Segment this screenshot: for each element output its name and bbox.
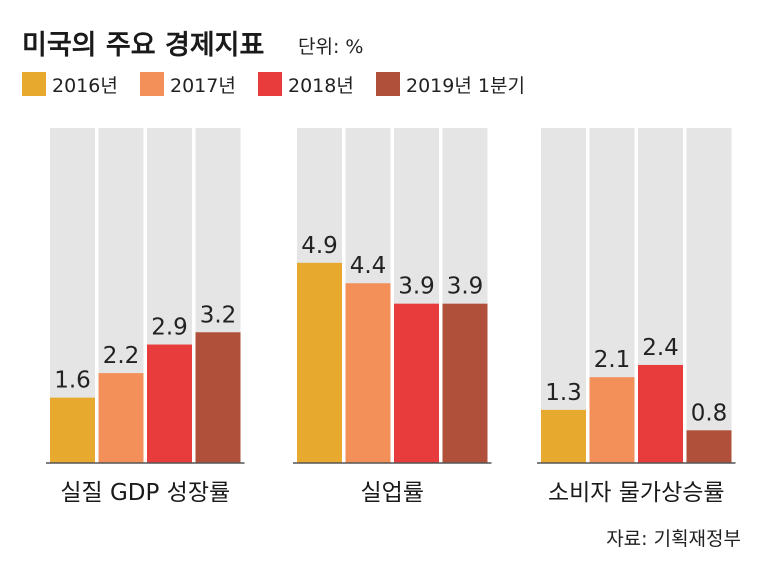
unit-label: 단위: %	[298, 36, 363, 58]
category-label: 소비자 물가상승률	[548, 480, 725, 506]
category-label: 실질 GDP 성장률	[60, 480, 230, 506]
data-label: 2.4	[642, 335, 679, 361]
legend-item: 2019년 1분기	[376, 72, 525, 97]
bar	[541, 409, 586, 463]
legend-item: 2018년	[258, 72, 354, 97]
data-label: 3.2	[200, 302, 237, 328]
legend-swatch	[258, 72, 282, 96]
legend-swatch	[376, 72, 400, 96]
category-label: 실업률	[361, 480, 424, 506]
chart-title: 미국의 주요 경제지표	[22, 30, 264, 61]
data-label: 1.3	[545, 380, 582, 406]
legend-label: 2016년	[52, 75, 118, 97]
bar-group: 4.9 4.4 3.9 3.9 실업률	[293, 128, 492, 506]
bar-groups: 1.6 2.2 2.9 3.2 실질 GDP 성장률 4.9 4.4 3.9 3.9 실업률 1.3…	[46, 128, 736, 506]
bar	[589, 377, 635, 463]
bar	[686, 430, 732, 463]
source-label: 자료: 기획재정부	[606, 528, 741, 550]
bar-background	[686, 128, 732, 463]
data-label: 0.8	[691, 400, 728, 426]
bar	[50, 397, 95, 463]
legend-label: 2019년 1분기	[406, 75, 525, 97]
bar-group: 1.3 2.1 2.4 0.8 소비자 물가상승률	[537, 128, 736, 506]
legend-swatch	[140, 72, 164, 96]
bar	[98, 373, 144, 463]
legend: 2016년 2017년 2018년 2019년 1분기	[22, 72, 525, 97]
bar	[195, 332, 241, 463]
legend-label: 2018년	[288, 75, 354, 97]
data-label: 3.9	[398, 274, 435, 300]
legend-swatch	[22, 72, 46, 96]
bar	[638, 364, 683, 463]
data-label: 3.9	[447, 274, 484, 300]
legend-item: 2017년	[140, 72, 236, 97]
legend-item: 2016년	[22, 72, 118, 97]
data-label: 2.1	[594, 347, 631, 373]
bar	[345, 283, 391, 463]
bar	[442, 303, 488, 463]
bar	[297, 262, 342, 463]
data-label: 4.4	[350, 253, 387, 279]
bar	[394, 303, 439, 463]
bar	[147, 344, 192, 463]
data-label: 4.9	[301, 233, 338, 259]
bar-group: 1.6 2.2 2.9 3.2 실질 GDP 성장률	[46, 128, 245, 506]
data-label: 1.6	[54, 368, 91, 394]
data-label: 2.2	[103, 343, 140, 369]
bar-background	[541, 128, 586, 463]
data-label: 2.9	[151, 315, 188, 341]
legend-label: 2017년	[170, 75, 236, 97]
